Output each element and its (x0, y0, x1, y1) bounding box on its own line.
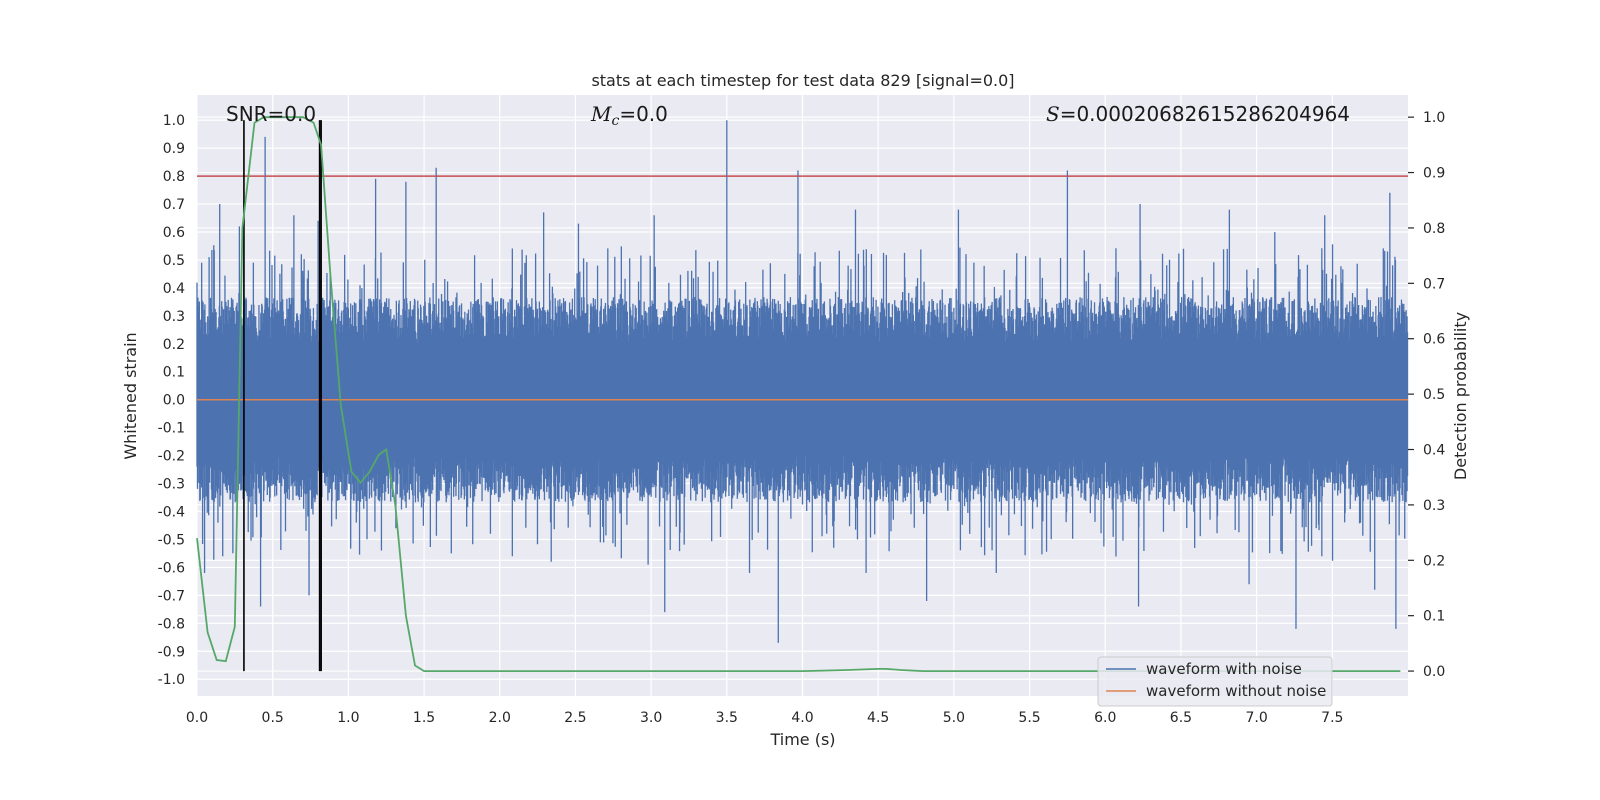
y-tick-label: 0.9 (163, 141, 185, 157)
y-tick-label: 0.4 (163, 281, 185, 297)
x-tick-label: 2.5 (564, 710, 586, 726)
y-tick-label: -0.7 (158, 588, 185, 604)
x-tick-label: 1.5 (413, 710, 435, 726)
x-tick-label: 5.0 (943, 710, 965, 726)
y2-tick-label: 0.3 (1423, 498, 1445, 514)
mc-subscript: c (611, 113, 619, 129)
y2-tick-label: 0.7 (1423, 276, 1445, 292)
s-value: =0.00020682615286204964 (1060, 102, 1350, 126)
y2-tick-label: 0.6 (1423, 332, 1445, 348)
y-tick-label: 0.2 (163, 337, 185, 353)
detection-probability-series (196, 116, 1401, 672)
y-tick-label: -0.9 (158, 644, 185, 660)
x-tick-label: 4.0 (791, 710, 813, 726)
y-tick-label: -0.4 (158, 505, 185, 521)
y-tick-label: -1.0 (158, 672, 185, 688)
waveform-with-noise-line (196, 120, 1409, 668)
x-tick-label: 0.0 (186, 710, 208, 726)
y-tick-label: 0.7 (163, 197, 185, 213)
s-symbol: S (1046, 102, 1060, 126)
y-tick-label: 0.5 (163, 253, 185, 269)
y-tick-label: 1.0 (163, 113, 185, 129)
y-tick-label: -0.2 (158, 449, 185, 465)
chart-title: stats at each timestep for test data 829… (591, 71, 1014, 90)
x-tick-label: 1.0 (337, 710, 359, 726)
chirp-mass-annotation: Mc=0.0 (590, 102, 668, 129)
y2-tick-label: 1.0 (1423, 110, 1445, 126)
y2-tick-label: 0.5 (1423, 387, 1445, 403)
y2-tick-label: 0.2 (1423, 553, 1445, 569)
x-axis: 0.0 0.5 1.0 1.5 2.0 2.5 3.0 3.5 4.0 4.5 5.0 5.5 6.0 6… (186, 710, 1344, 726)
legend-label-clean: waveform without noise (1146, 682, 1326, 700)
x-tick-label: 6.0 (1094, 710, 1116, 726)
y-tick-label: 0.0 (163, 393, 185, 409)
x-tick-label: 3.0 (640, 710, 662, 726)
y-tick-label: -0.8 (158, 616, 185, 632)
y2-tick-label: 0.1 (1423, 609, 1445, 625)
legend: waveform with noise waveform without noi… (1097, 656, 1333, 707)
y-tick-label: -0.1 (158, 421, 185, 437)
y-tick-label: -0.5 (158, 532, 185, 548)
y2-tick-label: 0.9 (1423, 166, 1445, 182)
y-tick-label: -0.3 (158, 477, 185, 493)
y-tick-label: -0.6 (158, 560, 185, 576)
waveform-with-noise-series (196, 120, 1409, 668)
x-tick-label: 7.0 (1245, 710, 1267, 726)
x-axis-label: Time (s) (769, 730, 835, 749)
snr-annotation: SNR=0.0 (226, 102, 316, 126)
y2-tick-label: 0.8 (1423, 221, 1445, 237)
y2-axis: 1.0 0.9 0.8 0.7 0.6 0.5 0.4 0.3 0.2 0.1 0.0 (1408, 110, 1445, 680)
x-tick-label: 6.5 (1170, 710, 1192, 726)
y2-tick-label: 0.4 (1423, 443, 1445, 459)
y2-axis-label: Detection probability (1451, 312, 1470, 480)
y-tick-label: 0.6 (163, 225, 185, 241)
y-tick-label: 0.8 (163, 169, 185, 185)
legend-label-noise: waveform with noise (1146, 660, 1302, 678)
s-annotation: S=0.00020682615286204964 (1046, 102, 1350, 126)
y-tick-label: 0.3 (163, 309, 185, 325)
x-tick-label: 0.5 (262, 710, 284, 726)
legend-box (1097, 656, 1333, 707)
y-axis: 1.0 0.9 0.8 0.7 0.6 0.5 0.4 0.3 0.2 0.1 0.0 -0.1 -0.… (158, 113, 185, 688)
detection-probability-line (196, 116, 1401, 672)
mc-value: =0.0 (619, 102, 668, 126)
x-tick-label: 2.0 (489, 710, 511, 726)
x-tick-label: 4.5 (867, 710, 889, 726)
y-axis-label: Whitened strain (121, 332, 140, 459)
x-tick-label: 5.5 (1018, 710, 1040, 726)
y-tick-label: 0.1 (163, 365, 185, 381)
x-tick-label: 7.5 (1321, 710, 1343, 726)
y2-tick-label: 0.0 (1423, 664, 1445, 680)
x-tick-label: 3.5 (716, 710, 738, 726)
mc-symbol: M (590, 102, 612, 126)
